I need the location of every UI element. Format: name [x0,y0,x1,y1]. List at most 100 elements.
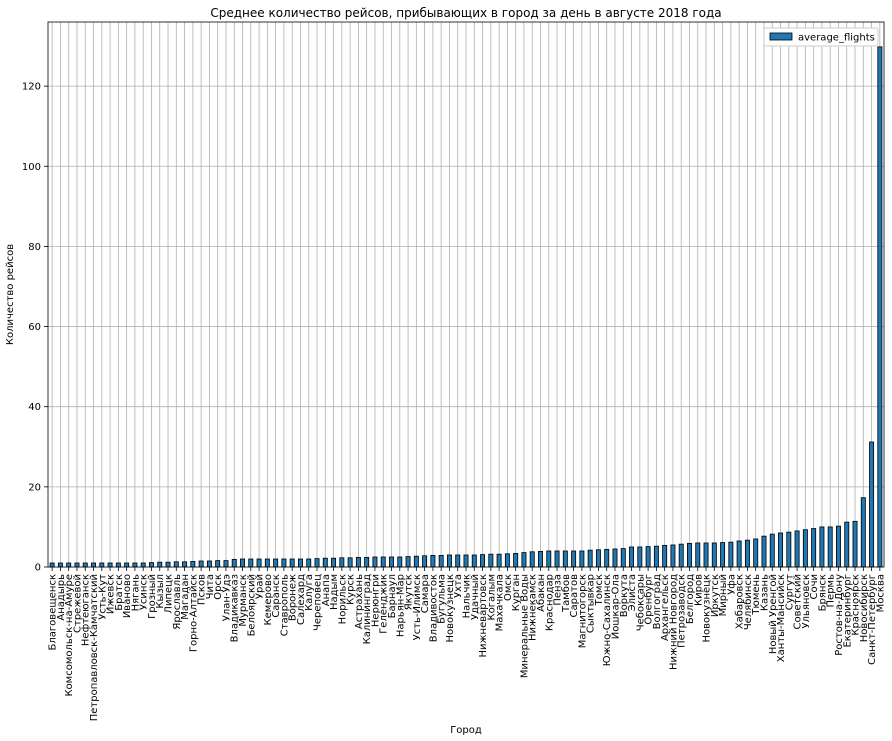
bar [629,546,635,568]
x-tick-label: Когалым [486,574,497,620]
y-tick-label: 100 [22,162,41,173]
x-tick-label: Сочи [809,574,820,600]
bar [206,560,212,568]
bar [124,562,130,568]
x-tick-label: Воркута [619,574,630,617]
x-tick-label: Нарьян-Мар [395,574,406,637]
bar [662,544,668,568]
x-tick-label: Самара [420,574,431,613]
x-tick-label: Йошкар-Ола [608,574,621,639]
bar [529,551,535,568]
bar [248,558,254,568]
x-tick-label: Москва [875,574,886,612]
x-tick-label: Иваново [122,574,133,618]
x-tick-label: Череповец [313,574,324,631]
bar [297,558,303,568]
x-tick-label: Нефтеюганск [81,574,92,646]
x-tick-label: Калининград [362,574,373,644]
x-tick-label: Братск [114,574,125,611]
x-tick-label: Тамбов [561,574,572,613]
x-tick-label: Казань [759,574,770,611]
bar [380,556,386,568]
bar [148,562,154,568]
bar [397,556,403,568]
bar [612,548,618,568]
bar [711,542,717,568]
x-tick-label: Нижний Новгород [668,574,679,670]
x-tick-label: Грозный [147,574,158,619]
bar [695,542,701,568]
bar [753,538,759,568]
x-tick-label: Бугульма [437,574,448,624]
x-tick-label: Ставрополь [279,574,290,636]
x-tick-label: Астрахань [354,574,365,629]
bar [496,553,502,568]
x-tick-label: Калуга [304,574,315,611]
x-tick-label: Сургут [784,574,795,610]
x-tick-label: Екатеринбург [842,574,853,648]
x-tick-label: Саратов [569,574,580,618]
bar [720,542,726,568]
x-tick-label: Кызыл [155,574,166,609]
bar [182,561,188,568]
bar [430,554,436,568]
bar [190,560,196,568]
bar [413,555,419,568]
x-tick-label: Хабаровск [735,574,746,629]
x-tick-label: Оренбург [644,574,655,625]
x-tick-label: Новый Уренгой [768,574,779,654]
x-tick-label: Абакан [536,574,547,612]
x-tick-label: Геленджик [379,574,390,634]
y-ticks: 0 20 40 60 80 100 120 [22,82,48,574]
x-tick-label: Усть-Илимск [412,574,423,640]
x-tick-label: Чита [205,574,216,599]
x-tick-label: Якутск [404,574,415,610]
legend-label: average_flights [798,33,875,44]
bar [446,554,452,568]
x-tick-label: Воронеж [288,574,299,621]
bar [778,532,784,568]
x-tick-label: Анапа [321,574,332,606]
legend: average_flights [763,27,879,47]
x-tick-label: Красноярск [851,574,862,636]
bar [364,556,370,568]
bar [687,542,692,568]
legend-swatch [769,32,793,41]
bar [157,561,163,568]
x-tick-label: Белгород [685,574,696,624]
x-tick-label: Псков [197,574,208,605]
x-tick-label: Горно-Алтайск [188,574,199,652]
bar [347,557,353,568]
y-tick-label: 0 [35,563,41,574]
x-tick-label: Томск [594,574,605,606]
bar [306,558,312,568]
bar [736,540,742,568]
bar [215,560,221,568]
bars [49,46,883,568]
x-tick-label: Уфа [726,574,737,595]
bar [546,550,552,568]
bar [231,558,237,568]
x-tick-label: Челябинск [743,574,754,630]
x-tick-label: Ульяновск [801,574,812,628]
bar [678,543,684,568]
bar [802,529,808,568]
bar [554,550,560,568]
x-tick-label: Пермь [826,574,837,608]
x-tick-label: Нижнекамск [528,574,539,641]
bar [562,550,568,568]
bar [49,562,55,568]
bar [389,556,394,568]
bar [844,521,850,568]
x-tick-label: Усть-Кут [97,574,108,620]
bar [670,544,676,568]
y-tick-label: 120 [22,82,41,93]
bar [256,558,262,568]
x-tick-label: Владикавказ [230,574,241,642]
x-tick-label: Улан-Удэ [221,574,232,621]
y-tick-label: 80 [28,242,41,253]
bar [438,554,444,568]
bar [115,562,121,568]
x-tick-label: Петропавловск-Камчатский [89,574,100,721]
